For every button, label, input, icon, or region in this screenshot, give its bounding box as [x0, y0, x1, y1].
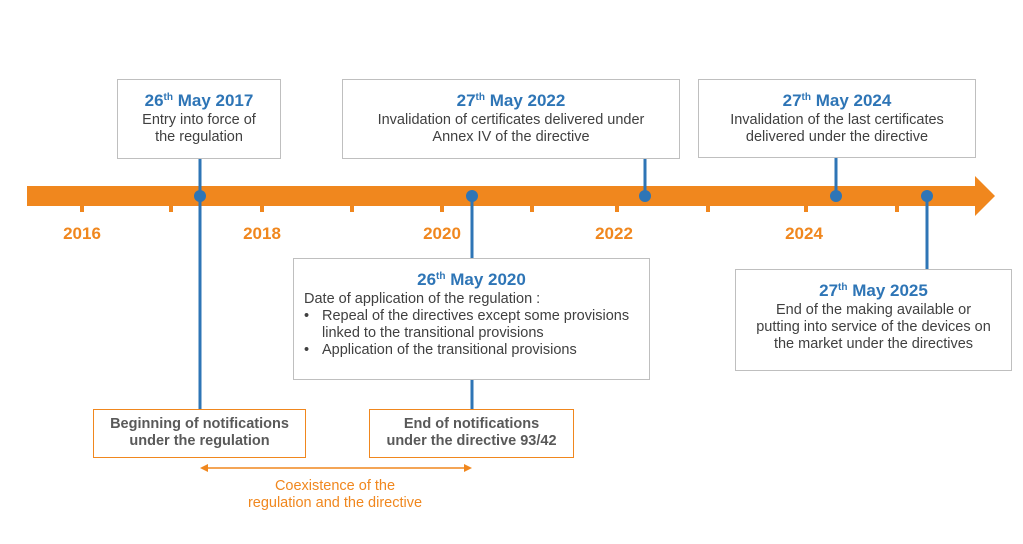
year-label: 2016 [63, 224, 101, 243]
event-text: Invalidation of certificates delivered u… [377, 112, 645, 128]
event-text: putting into service of the devices on [756, 319, 991, 335]
event-text: the market under the directives [773, 336, 974, 352]
event-date: 27th May 2024 [782, 91, 892, 110]
coexistence-label: Coexistence of the regulation and the di… [220, 478, 450, 512]
coexistence-arrow [200, 464, 472, 472]
event-date: 26th May 2020 [417, 270, 526, 289]
event-date: 27th May 2025 [819, 281, 928, 300]
notification-text: Beginning of notifications [110, 416, 289, 432]
event-date: 27th May 2022 [456, 91, 566, 110]
notification-text: under the regulation [129, 433, 270, 449]
year-label: 2024 [785, 224, 823, 243]
event-bullets: Repeal of the directives except some pro… [294, 308, 649, 359]
timeline-arrow [27, 176, 995, 216]
notification-text: under the directive 93/42 [386, 433, 557, 449]
year-label: 2018 [243, 224, 281, 243]
year-label: 2022 [595, 224, 633, 243]
event-box-2020: 26th May 2020 Date of application of the… [293, 258, 650, 380]
event-box-2024: 27th May 2024 Invalidation of the last c… [698, 79, 976, 158]
event-box-2025: 27th May 2025 End of the making availabl… [735, 269, 1012, 371]
notification-box-end: End of notifications under the directive… [369, 409, 574, 458]
event-box-2017: 26th May 2017 Entry into force of the re… [117, 79, 281, 159]
coexistence-text: Coexistence of the [274, 478, 396, 494]
event-text: Entry into force of [142, 112, 256, 128]
coexistence-text: regulation and the directive [247, 495, 423, 511]
notification-text: End of notifications [403, 416, 540, 432]
bullet-item: Application of the transitional provisio… [304, 342, 649, 359]
event-box-2022: 27th May 2022 Invalidation of certificat… [342, 79, 680, 159]
event-text: delivered under the directive [745, 129, 929, 145]
event-text: End of the making available or [775, 302, 972, 318]
notification-box-begin: Beginning of notifications under the reg… [93, 409, 306, 458]
event-text: the regulation [155, 129, 243, 145]
event-text: Invalidation of the last certificates [730, 112, 944, 128]
event-text: Date of application of the regulation : [304, 291, 541, 307]
event-markers [194, 190, 933, 202]
event-text: Annex IV of the directive [432, 129, 590, 145]
bullet-item: Repeal of the directives except some pro… [304, 308, 649, 342]
year-label: 2020 [423, 224, 461, 243]
event-date: 26th May 2017 [144, 91, 254, 110]
